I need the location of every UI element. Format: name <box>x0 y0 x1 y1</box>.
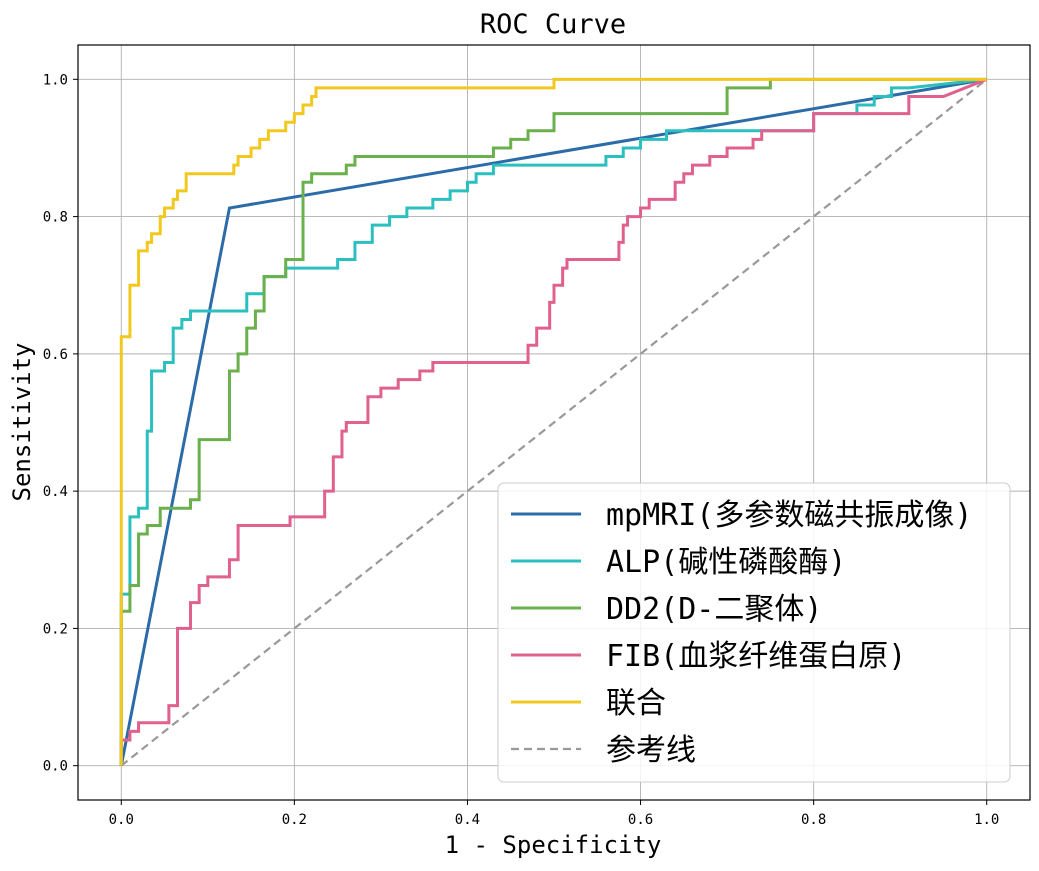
series-line-3 <box>119 77 988 766</box>
legend-label-0: mpMRI(多参数磁共振成像) <box>606 498 972 533</box>
series-line-5 <box>120 78 988 767</box>
legend-label-4: 联合 <box>606 686 666 721</box>
x-tick-label: 0.6 <box>628 812 653 828</box>
series-line-2 <box>119 77 987 766</box>
ticks: 0.0 0.2 0.4 0.6 0.8 1.0 0.0 0.2 0.4 0.6 0.8 1.0 <box>43 72 1000 828</box>
legend-box <box>497 482 1011 783</box>
legend-label-1: ALP(碱性磷酸酶) <box>606 545 846 580</box>
y-tick-label: 0.4 <box>43 484 68 500</box>
chart-title: ROC Curve <box>480 9 626 40</box>
x-tick-label: 0.2 <box>282 812 307 828</box>
y-tick-label: 0.8 <box>43 210 68 226</box>
y-tick-label: 0.2 <box>43 621 68 637</box>
y-tick-label: 0.6 <box>43 347 68 363</box>
legend-label-2: DD2(D-二聚体) <box>606 592 822 627</box>
series-line-4 <box>119 77 987 766</box>
x-tick-label: 0.8 <box>801 812 826 828</box>
axes-frame <box>77 44 1031 801</box>
legend-label-5: 参考线 <box>606 733 696 768</box>
series-line-1 <box>119 77 987 766</box>
x-tick-label: 1.0 <box>974 812 999 828</box>
y-axis-label: Sensitivity <box>8 343 36 502</box>
series-line-0 <box>119 77 987 766</box>
legend-label-3: FIB(血浆纤维蛋白原) <box>606 639 906 674</box>
series-lines <box>119 77 988 767</box>
y-tick-label: 1.0 <box>43 72 68 88</box>
x-tick-label: 0.0 <box>109 812 134 828</box>
y-tick-label: 0.0 <box>43 759 68 775</box>
x-tick-label: 0.4 <box>455 812 480 828</box>
grid <box>78 45 1030 800</box>
legend: mpMRI(多参数磁共振成像) ALP(碱性磷酸酶) DD2(D-二聚体) FIB(血… <box>497 482 1011 783</box>
x-axis-label: 1 - Specificity <box>445 831 662 859</box>
